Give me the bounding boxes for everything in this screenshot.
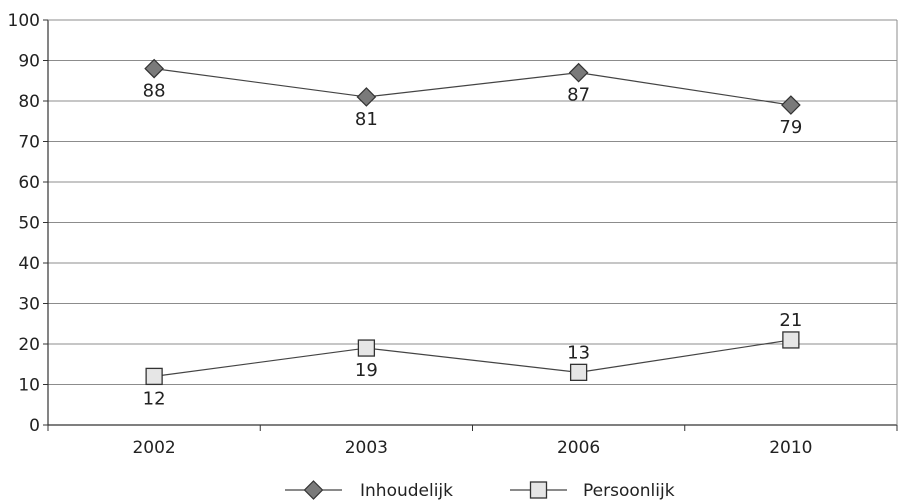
legend-marker-diamond [303, 480, 324, 500]
legend-item-inhoudelijk: Inhoudelijk [285, 480, 453, 501]
y-axis-ticks: 0 10 20 30 40 50 60 70 80 90 100 [8, 11, 48, 436]
data-label: 88 [143, 81, 166, 102]
y-tick-label: 30 [18, 295, 40, 315]
data-label: 21 [779, 310, 802, 331]
series-line [154, 68, 791, 106]
y-tick-label: 20 [18, 335, 40, 355]
data-label: 13 [567, 342, 590, 363]
y-tick-label: 90 [18, 52, 40, 72]
x-tick-label: 2010 [769, 438, 812, 458]
data-point-square [569, 363, 588, 382]
legend-item-persoonlijk: Persoonlijk [510, 481, 675, 501]
y-tick-label: 60 [18, 173, 40, 193]
data-label: 19 [355, 360, 378, 381]
legend-label: Persoonlijk [583, 481, 675, 501]
data-point-diamond [781, 95, 801, 115]
data-point-diamond [144, 58, 164, 79]
data-point-diamond [356, 87, 377, 107]
data-point-square [357, 339, 376, 357]
x-axis-ticks: 2002 2003 2006 2010 [47, 425, 898, 458]
y-tick-label: 70 [18, 133, 40, 153]
y-tick-label: 10 [18, 376, 40, 396]
legend-marker-square [529, 481, 548, 499]
data-label: 12 [143, 388, 166, 409]
data-point-square [782, 331, 800, 349]
legend: Inhoudelijk Persoonlijk [285, 480, 675, 501]
x-tick-label: 2003 [345, 438, 388, 458]
x-tick-label: 2002 [132, 438, 175, 458]
series-group: 88 81 87 79 12 19 13 21 [143, 58, 803, 409]
y-tick-label: 80 [18, 92, 40, 112]
data-label: 87 [567, 85, 590, 106]
data-label: 79 [779, 117, 802, 138]
gridlines [48, 19, 897, 385]
series-line [154, 339, 791, 377]
axes [47, 19, 898, 426]
series-persoonlijk: 12 19 13 21 [143, 310, 803, 409]
legend-label: Inhoudelijk [360, 481, 453, 501]
data-point-square [145, 367, 163, 386]
y-tick-label: 50 [18, 214, 40, 234]
y-tick-label: 0 [29, 416, 40, 436]
y-tick-label: 40 [18, 254, 40, 274]
x-tick-label: 2006 [557, 438, 600, 458]
series-inhoudelijk: 88 81 87 79 [143, 58, 802, 138]
y-tick-label: 100 [8, 11, 40, 31]
data-point-diamond [568, 62, 589, 83]
data-label: 81 [355, 109, 378, 130]
